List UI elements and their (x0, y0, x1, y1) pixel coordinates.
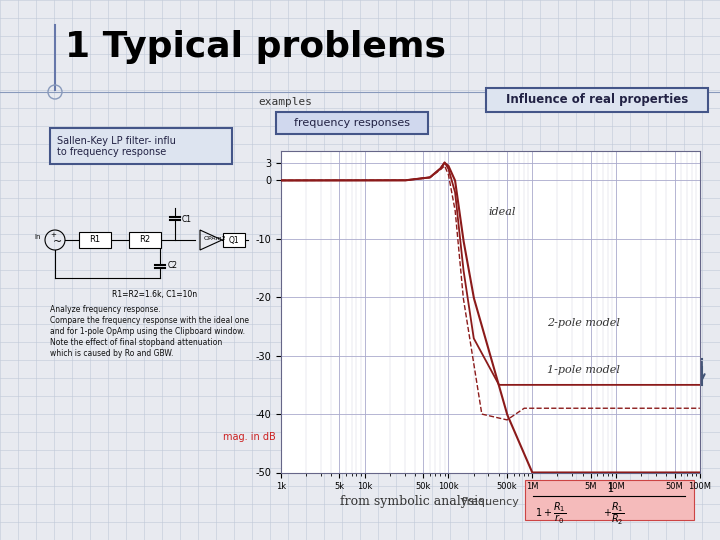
Text: R2: R2 (140, 235, 150, 245)
Text: 1-pole model: 1-pole model (547, 365, 620, 375)
Text: Influence of real properties: Influence of real properties (506, 93, 688, 106)
Text: 2-pole model: 2-pole model (547, 319, 620, 328)
Text: 1 Typical problems: 1 Typical problems (65, 30, 446, 64)
Text: from symbolic analysis:: from symbolic analysis: (340, 496, 489, 509)
Text: ideal: ideal (488, 207, 516, 218)
FancyBboxPatch shape (223, 233, 245, 247)
Text: OPAm2: OPAm2 (204, 235, 227, 240)
Text: C1: C1 (182, 214, 192, 224)
Text: 1: 1 (606, 482, 614, 495)
Text: In: In (35, 234, 41, 240)
FancyBboxPatch shape (79, 232, 111, 248)
Text: Analyze frequency response.: Analyze frequency response. (50, 305, 161, 314)
Text: $+ \dfrac{R_1}{R_2}$: $+ \dfrac{R_1}{R_2}$ (603, 500, 624, 526)
Text: +: + (50, 232, 56, 238)
FancyBboxPatch shape (129, 232, 161, 248)
Text: frequency responses: frequency responses (294, 118, 410, 128)
Text: which is caused by Ro and GBW.: which is caused by Ro and GBW. (50, 349, 174, 358)
FancyBboxPatch shape (486, 88, 708, 112)
Text: Compare the frequency response with the ideal one: Compare the frequency response with the … (50, 316, 249, 325)
FancyBboxPatch shape (276, 112, 428, 134)
Text: ~: ~ (53, 237, 62, 247)
Text: $1 + \dfrac{R_1}{r_0}$: $1 + \dfrac{R_1}{r_0}$ (535, 500, 567, 525)
FancyBboxPatch shape (50, 128, 232, 164)
Text: Q1: Q1 (229, 235, 239, 245)
Text: C2: C2 (168, 261, 178, 271)
Text: Sallen-Key LP filter- influ: Sallen-Key LP filter- influ (57, 136, 176, 146)
Text: and for 1-pole OpAmp using the Clipboard window.: and for 1-pole OpAmp using the Clipboard… (50, 327, 245, 336)
Text: Note the effect of final stopband attenuation: Note the effect of final stopband attenu… (50, 338, 222, 347)
X-axis label: Frequency: Frequency (462, 497, 519, 507)
Text: to frequency response: to frequency response (57, 147, 166, 157)
FancyBboxPatch shape (525, 480, 694, 520)
Text: examples: examples (258, 97, 312, 107)
Text: R1=R2=1.6k, C1=10n: R1=R2=1.6k, C1=10n (112, 290, 197, 299)
Text: R1: R1 (89, 235, 101, 245)
Text: mag. in dB: mag. in dB (223, 433, 276, 442)
